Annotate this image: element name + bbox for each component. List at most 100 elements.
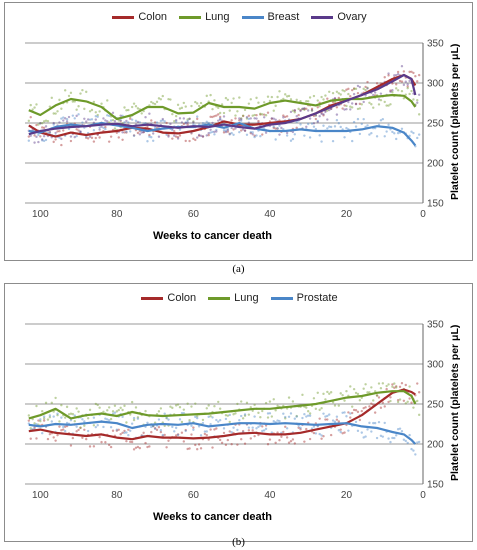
data-point <box>236 428 239 432</box>
data-point <box>184 428 187 432</box>
data-point <box>322 412 325 415</box>
data-point <box>27 419 31 422</box>
data-point <box>324 415 327 418</box>
data-point <box>364 85 367 89</box>
data-point <box>92 445 96 448</box>
data-point <box>351 102 354 105</box>
data-point <box>354 391 358 395</box>
data-point <box>266 443 270 446</box>
data-point <box>404 383 407 387</box>
data-point <box>130 422 134 425</box>
data-point <box>98 136 101 139</box>
data-point <box>83 428 86 431</box>
data-point <box>167 418 170 421</box>
data-point <box>366 391 369 394</box>
data-point <box>249 437 252 440</box>
data-point <box>320 95 323 99</box>
x-tick-label: 20 <box>341 490 353 501</box>
data-point <box>416 441 419 444</box>
data-point <box>174 135 178 138</box>
data-point <box>416 136 419 140</box>
data-point <box>410 401 413 404</box>
data-point <box>326 109 329 112</box>
data-point <box>111 111 115 115</box>
data-point <box>92 100 96 104</box>
data-point <box>211 107 214 111</box>
data-point <box>134 446 138 449</box>
data-point <box>182 411 186 415</box>
data-point <box>98 406 101 409</box>
data-point <box>81 418 84 421</box>
data-point <box>63 117 67 120</box>
data-point <box>391 383 394 386</box>
data-point <box>404 439 407 443</box>
data-point <box>306 100 310 103</box>
data-point <box>264 427 268 431</box>
data-point <box>180 121 184 124</box>
data-point <box>60 137 63 141</box>
data-point <box>308 437 312 441</box>
data-point <box>56 413 59 417</box>
data-point <box>261 113 264 116</box>
data-point <box>318 432 321 436</box>
data-point <box>209 423 212 426</box>
data-point <box>125 421 128 424</box>
data-point <box>71 436 75 440</box>
data-point <box>109 135 113 138</box>
data-point <box>396 400 400 404</box>
data-point <box>71 100 75 103</box>
data-point <box>236 443 239 446</box>
data-point <box>393 382 396 385</box>
data-point <box>29 437 32 440</box>
data-point <box>165 121 168 125</box>
data-point <box>362 100 365 104</box>
data-point <box>157 418 161 421</box>
data-point <box>218 111 222 115</box>
data-point <box>50 420 53 423</box>
data-point <box>226 438 230 442</box>
data-point <box>410 89 413 93</box>
data-point <box>196 102 199 105</box>
data-point <box>402 70 406 73</box>
data-point <box>109 425 113 429</box>
data-point <box>86 429 90 433</box>
data-point <box>119 114 122 117</box>
data-point <box>352 87 356 91</box>
data-point <box>375 394 379 397</box>
data-point <box>385 104 388 107</box>
data-point <box>406 400 409 403</box>
data-point <box>96 113 99 117</box>
data-point <box>83 107 86 111</box>
data-point <box>39 418 42 421</box>
data-point <box>98 435 101 439</box>
data-point <box>270 95 274 99</box>
data-point <box>395 73 398 77</box>
data-point <box>236 110 239 113</box>
data-point <box>119 406 122 410</box>
data-point <box>33 427 36 430</box>
data-point <box>389 440 392 444</box>
data-point <box>77 129 80 132</box>
series-line <box>28 390 417 420</box>
data-point <box>232 413 235 416</box>
data-point <box>249 131 252 135</box>
data-point <box>383 421 386 425</box>
data-point <box>266 416 270 419</box>
data-point <box>161 94 164 98</box>
data-point <box>130 105 134 109</box>
data-point <box>370 103 373 106</box>
data-point <box>331 91 335 95</box>
data-point <box>301 416 304 420</box>
data-point <box>197 443 201 446</box>
data-point <box>257 119 260 123</box>
data-point <box>161 117 164 121</box>
data-point <box>230 101 233 105</box>
data-point <box>257 425 260 429</box>
data-point <box>77 105 80 108</box>
data-point <box>130 118 134 121</box>
data-point <box>31 108 34 111</box>
data-point <box>354 102 358 106</box>
data-point <box>379 387 383 390</box>
data-point <box>324 398 327 401</box>
data-point <box>48 130 52 134</box>
